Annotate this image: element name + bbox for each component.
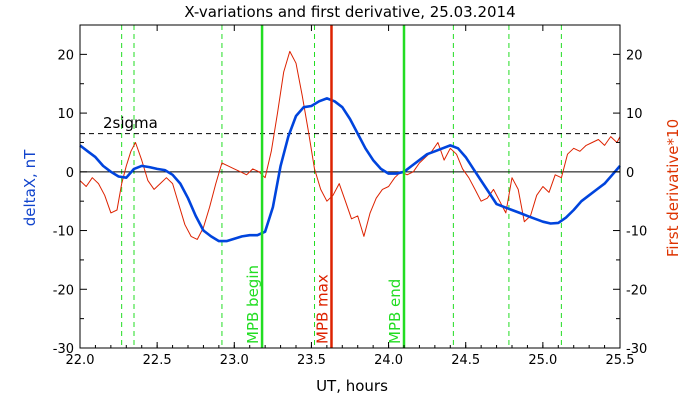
y-tick-label-right: 10 [626, 107, 643, 122]
x-tick-label: 25.5 [606, 353, 635, 368]
derivative-series [79, 50, 621, 240]
y-tick-label-right: 0 [626, 166, 634, 181]
plot-frame [79, 24, 621, 349]
y-tick-label-left: -10 [53, 225, 74, 240]
derivative-line [79, 50, 621, 240]
chart-title: X-variations and first derivative, 25.03… [184, 3, 515, 21]
event-label: MPB end [386, 279, 404, 344]
deltax-line [79, 97, 621, 243]
y-tick-label-right: -30 [626, 342, 647, 357]
right-axis-title: First derivative*10 [664, 119, 682, 257]
event-label: MPB begin [244, 265, 262, 344]
reference-lines [80, 133, 620, 173]
y-tick-label-left: 20 [57, 48, 74, 63]
y-tick-label-right: -10 [626, 225, 647, 240]
y-tick-label-right: 20 [626, 48, 643, 63]
x-tick-label: 24.0 [374, 353, 403, 368]
event-label: MPB max [313, 274, 331, 344]
left-axis-title: deltaX, nT [21, 149, 39, 226]
x-axis-title: UT, hours [316, 377, 388, 395]
y-tick-label-right: -20 [626, 283, 647, 298]
y-tick-label-left: -20 [53, 283, 74, 298]
deltax-series [79, 97, 621, 243]
vertical-dashed-markers [121, 25, 562, 348]
x-tick-label: 23.0 [220, 353, 249, 368]
event-markers: MPB begin MPB max MPB end [244, 25, 406, 348]
x-tick-label: 24.5 [451, 353, 480, 368]
axis-ticks: 22.0 22.5 23.0 23.5 24.0 24.5 25.0 25.5-30 -30-2… [53, 24, 647, 368]
y-tick-label-left: 0 [66, 166, 74, 181]
y-tick-label-left: 10 [57, 107, 74, 122]
y-tick-label-left: -30 [53, 342, 74, 357]
x-tick-label: 22.0 [66, 353, 95, 368]
x-tick-label: 25.0 [528, 353, 557, 368]
x-tick-label: 22.5 [143, 353, 172, 368]
x-tick-label: 23.5 [297, 353, 326, 368]
threshold-label: 2sigma [103, 114, 158, 132]
